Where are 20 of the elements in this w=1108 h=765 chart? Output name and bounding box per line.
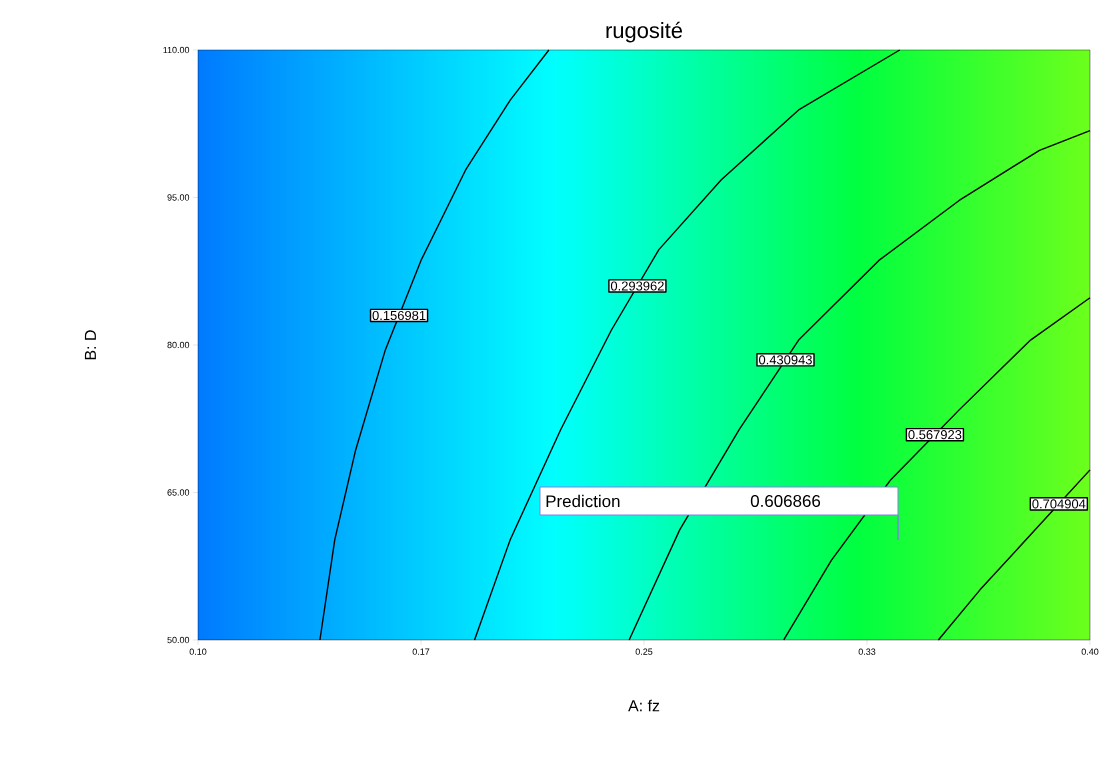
x-tick-label: 0.33	[858, 648, 876, 655]
y-tick-label: 65.00	[167, 489, 190, 496]
y-axis-title: B: D	[84, 330, 96, 360]
series-label: 0.430943	[758, 355, 812, 365]
x-tick-label: 0.10	[189, 648, 207, 655]
y-tick-label: 110.00	[163, 46, 190, 54]
annotation: 0.606866	[750, 494, 821, 507]
annotation: Prediction	[546, 494, 620, 508]
series-label: 0.704904	[1032, 499, 1086, 509]
chart-title: rugosité	[606, 21, 683, 43]
y-tick-label: 95.00	[167, 194, 190, 201]
y-tick-label: 80.00	[167, 341, 190, 349]
x-tick-label: 0.25	[635, 648, 653, 655]
series-label: 0.567923	[908, 430, 962, 440]
series-label: 0.293962	[610, 281, 664, 291]
x-tick-label: 0.40	[1081, 648, 1099, 655]
x-axis-title: A: fz	[628, 699, 660, 712]
x-tick-label: 0.17	[412, 648, 430, 655]
y-tick-label: 50.00	[167, 636, 190, 644]
series-label: 0.156981	[372, 310, 426, 321]
